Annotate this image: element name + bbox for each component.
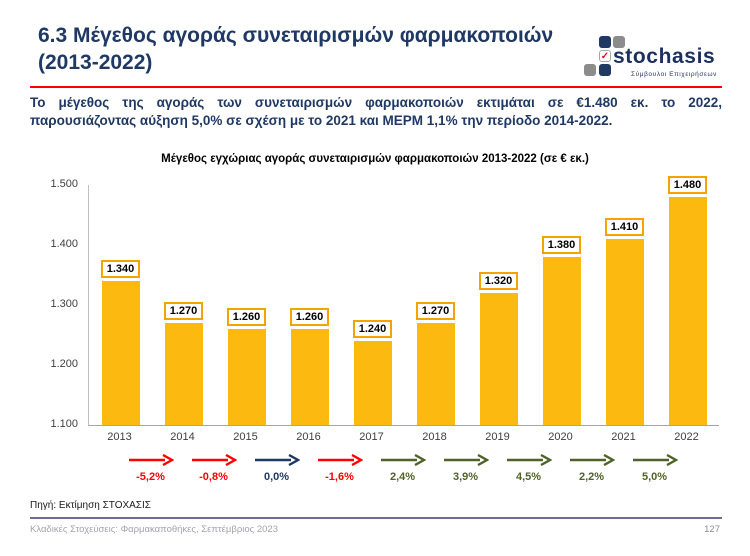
- trend-arrow-icon: [380, 454, 426, 466]
- trend-arrow-icon: [317, 454, 363, 466]
- key-message: Το μέγεθος της αγοράς των συνεταιρισμών …: [30, 94, 722, 129]
- bar-slot-2020: 1.380: [530, 236, 593, 425]
- trend-arrow-icon: [191, 454, 237, 466]
- trend-arrow-icon: [443, 454, 489, 466]
- logo-square-icon: [584, 64, 596, 76]
- trend-arrow-icon: [254, 454, 300, 466]
- page-title: 6.3 Μέγεθος αγοράς συνεταιρισμών φαρμακο…: [38, 22, 638, 76]
- bar: [353, 341, 392, 425]
- yoy-percent-label: 2,2%: [578, 471, 605, 483]
- check-icon: ✓: [599, 50, 611, 62]
- y-axis-tick-label: 1.100: [50, 418, 78, 430]
- bar-value-label: 1.260: [289, 308, 330, 326]
- bar: [416, 323, 455, 425]
- x-axis-label: 2018: [422, 431, 447, 443]
- trend-arrow-icon: [632, 454, 678, 466]
- x-axis-label: 2020: [548, 431, 573, 443]
- yoy-percent-label: 0,0%: [263, 471, 290, 483]
- logo-square-icon: [599, 64, 611, 76]
- bar-value-label: 1.320: [478, 272, 519, 290]
- bar: [164, 323, 203, 425]
- bar-slot-2017: 1.240: [341, 320, 404, 425]
- bar-slot-2016: 1.260: [278, 308, 341, 425]
- bar-slot-2019: 1.320: [467, 272, 530, 425]
- bar-slot-2015: 1.260: [215, 308, 278, 425]
- yoy-change-2014: -5,2%: [119, 452, 182, 483]
- logo-brand-name: stochasis: [613, 45, 716, 68]
- yoy-change-2020: 4,5%: [497, 452, 560, 483]
- plot-area: 1.340 1.270 1.260 1.260 1.240 1.270 1.320 1.380…: [88, 176, 719, 426]
- yoy-change-2021: 2,2%: [560, 452, 623, 483]
- yoy-change-2015: -0,8%: [182, 452, 245, 483]
- bar-value-label: 1.340: [100, 260, 141, 278]
- x-axis-label: 2017: [359, 431, 384, 443]
- yoy-percent-label: -5,2%: [136, 471, 165, 483]
- bar: [479, 293, 518, 425]
- bar: [290, 329, 329, 425]
- yoy-percent-label: -1,6%: [325, 471, 354, 483]
- bar-slot-2022: 1.480: [656, 176, 719, 425]
- bar: [668, 197, 707, 425]
- x-axis-label: 2019: [485, 431, 510, 443]
- yoy-change-2022: 5,0%: [623, 452, 686, 483]
- x-axis-label: 2022: [674, 431, 699, 443]
- yoy-percent-label: 2,4%: [389, 471, 416, 483]
- yoy-change-2017: -1,6%: [308, 452, 371, 483]
- logo-square-icon: [613, 36, 625, 48]
- bar-value-label: 1.270: [415, 302, 456, 320]
- x-axis: 2013 2014 2015 2016 2017 2018 2019 2020 2021 2022: [88, 431, 718, 443]
- bar-value-label: 1.270: [163, 302, 204, 320]
- x-axis-label: 2013: [107, 431, 132, 443]
- bar-slot-2014: 1.270: [152, 302, 215, 425]
- bar-slot-2018: 1.270: [404, 302, 467, 425]
- bar-value-label: 1.240: [352, 320, 393, 338]
- yoy-percent-label: -0,8%: [199, 471, 228, 483]
- bar-slot-2013: 1.340: [89, 260, 152, 425]
- logo-square-icon: [599, 36, 611, 48]
- bar-slot-2021: 1.410: [593, 218, 656, 425]
- source-note: Πηγή: Εκτίμηση ΣΤΟΧΑΣΙΣ: [30, 500, 151, 511]
- yoy-arrows-row: -5,2% -0,8% 0,0% -1,6% 2,4% 3,9% 4,5% 2,2% 5,0%: [119, 452, 686, 483]
- bar-value-label: 1.410: [604, 218, 645, 236]
- bar: [605, 239, 644, 425]
- yoy-change-2018: 2,4%: [371, 452, 434, 483]
- page-number: 127: [704, 524, 720, 535]
- trend-arrow-icon: [128, 454, 174, 466]
- key-message-line2: παρουσιάζοντας αύξηση 5,0% σε σχέση με τ…: [30, 112, 613, 128]
- bar-value-label: 1.380: [541, 236, 582, 254]
- page-title-line1: 6.3 Μέγεθος αγοράς συνεταιρισμών φαρμακο…: [38, 24, 554, 47]
- x-axis-label: 2016: [296, 431, 321, 443]
- bar: [227, 329, 266, 425]
- footer-divider: [30, 517, 722, 519]
- x-axis-label: 2014: [170, 431, 195, 443]
- bar: [101, 281, 140, 425]
- yoy-percent-label: 4,5%: [515, 471, 542, 483]
- trend-arrow-icon: [506, 454, 552, 466]
- x-axis-label: 2015: [233, 431, 258, 443]
- bar-value-label: 1.480: [667, 176, 708, 194]
- yoy-percent-label: 3,9%: [452, 471, 479, 483]
- chart-title: Μέγεθος εγχώριας αγοράς συνεταιρισμών φα…: [161, 153, 589, 165]
- yoy-change-2019: 3,9%: [434, 452, 497, 483]
- report-name: Κλαδικές Στοχεύσεις: Φαρμακαποθήκες, Σεπ…: [30, 524, 279, 535]
- yoy-change-2016: 0,0%: [245, 452, 308, 483]
- trend-arrow-icon: [569, 454, 615, 466]
- title-divider: [30, 86, 722, 88]
- bar: [542, 257, 581, 425]
- bars-row: 1.340 1.270 1.260 1.260 1.240 1.270 1.320 1.380…: [89, 176, 719, 425]
- page-title-line2: (2013-2022): [38, 51, 153, 74]
- logo-tagline: Σύμβουλοι Επιχειρήσεων: [631, 71, 718, 78]
- yoy-percent-label: 5,0%: [641, 471, 668, 483]
- y-axis-tick-label: 1.400: [50, 238, 78, 250]
- bar-value-label: 1.260: [226, 308, 267, 326]
- y-axis-tick-label: 1.300: [50, 298, 78, 310]
- key-message-line1: Το μέγεθος της αγοράς των συνεταιρισμών …: [30, 95, 722, 110]
- x-axis-label: 2021: [611, 431, 636, 443]
- y-axis-tick-label: 1.500: [50, 178, 78, 190]
- stochasis-logo: ✓ stochasis Σύμβουλοι Επιχειρήσεων: [584, 36, 738, 84]
- y-axis: 1.500 1.400 1.300 1.200 1.100: [30, 178, 78, 430]
- y-axis-tick-label: 1.200: [50, 358, 78, 370]
